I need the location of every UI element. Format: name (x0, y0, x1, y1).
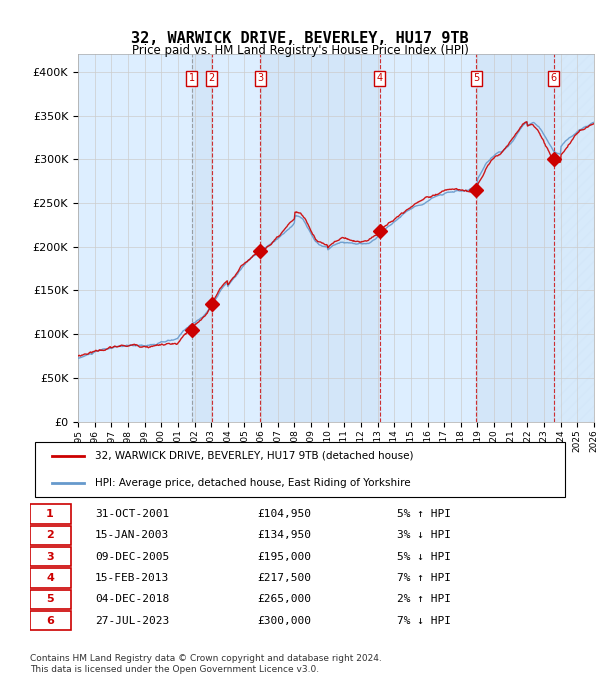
Text: 7% ↑ HPI: 7% ↑ HPI (397, 573, 451, 583)
Text: £300,000: £300,000 (257, 616, 311, 626)
Bar (191, 54, 212, 422)
Text: 1: 1 (188, 73, 195, 83)
FancyBboxPatch shape (30, 590, 71, 609)
Text: 15-JAN-2003: 15-JAN-2003 (95, 530, 169, 540)
Text: Contains HM Land Registry data © Crown copyright and database right 2024.: Contains HM Land Registry data © Crown c… (30, 654, 382, 663)
Text: 6: 6 (46, 616, 54, 626)
Text: This data is licensed under the Open Government Licence v3.0.: This data is licensed under the Open Gov… (30, 665, 319, 674)
Bar (476, 54, 554, 422)
Text: 7% ↓ HPI: 7% ↓ HPI (397, 616, 451, 626)
Text: 15-FEB-2013: 15-FEB-2013 (95, 573, 169, 583)
Text: £265,000: £265,000 (257, 594, 311, 605)
Text: 6: 6 (550, 73, 557, 83)
Text: 32, WARWICK DRIVE, BEVERLEY, HU17 9TB (detached house): 32, WARWICK DRIVE, BEVERLEY, HU17 9TB (d… (95, 451, 413, 461)
Bar (260, 54, 380, 422)
Text: 5: 5 (473, 73, 479, 83)
Text: 31-OCT-2001: 31-OCT-2001 (95, 509, 169, 519)
Text: 5: 5 (46, 594, 54, 605)
Text: 09-DEC-2005: 09-DEC-2005 (95, 551, 169, 562)
Text: 27-JUL-2023: 27-JUL-2023 (95, 616, 169, 626)
Text: 04-DEC-2018: 04-DEC-2018 (95, 594, 169, 605)
FancyBboxPatch shape (30, 568, 71, 588)
FancyBboxPatch shape (30, 611, 71, 630)
FancyBboxPatch shape (30, 504, 71, 524)
Text: 4: 4 (46, 573, 54, 583)
Text: 5% ↑ HPI: 5% ↑ HPI (397, 509, 451, 519)
Text: 4: 4 (377, 73, 383, 83)
Text: 2: 2 (209, 73, 215, 83)
Text: 2: 2 (46, 530, 54, 540)
FancyBboxPatch shape (30, 526, 71, 545)
Text: 3% ↓ HPI: 3% ↓ HPI (397, 530, 451, 540)
Text: HPI: Average price, detached house, East Riding of Yorkshire: HPI: Average price, detached house, East… (95, 477, 410, 488)
Text: 2% ↑ HPI: 2% ↑ HPI (397, 594, 451, 605)
Text: 3: 3 (257, 73, 263, 83)
Text: £217,500: £217,500 (257, 573, 311, 583)
Text: £195,000: £195,000 (257, 551, 311, 562)
Text: £134,950: £134,950 (257, 530, 311, 540)
Bar (554, 54, 594, 422)
Text: 3: 3 (46, 551, 54, 562)
FancyBboxPatch shape (35, 442, 565, 496)
FancyBboxPatch shape (30, 547, 71, 566)
Text: 1: 1 (46, 509, 54, 519)
Text: 32, WARWICK DRIVE, BEVERLEY, HU17 9TB: 32, WARWICK DRIVE, BEVERLEY, HU17 9TB (131, 31, 469, 46)
Text: Price paid vs. HM Land Registry's House Price Index (HPI): Price paid vs. HM Land Registry's House … (131, 44, 469, 57)
Text: 5% ↓ HPI: 5% ↓ HPI (397, 551, 451, 562)
Text: £104,950: £104,950 (257, 509, 311, 519)
